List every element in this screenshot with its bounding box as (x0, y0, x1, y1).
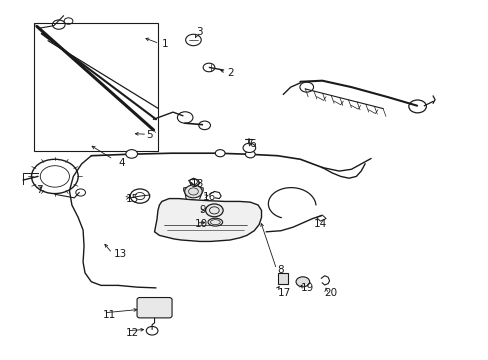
Circle shape (215, 150, 224, 157)
Text: 19: 19 (300, 283, 313, 293)
Text: 9: 9 (199, 205, 205, 215)
Text: 7: 7 (36, 185, 43, 195)
Text: 1: 1 (162, 39, 168, 49)
Text: 16: 16 (203, 192, 216, 202)
Text: 8: 8 (277, 265, 284, 275)
Circle shape (184, 185, 202, 198)
Circle shape (205, 204, 223, 217)
Text: 17: 17 (277, 288, 290, 297)
Text: 11: 11 (102, 310, 116, 320)
Bar (277, 273, 287, 284)
Text: 14: 14 (313, 219, 326, 229)
FancyBboxPatch shape (137, 297, 172, 318)
Text: 18: 18 (191, 179, 204, 189)
Text: 6: 6 (249, 139, 255, 149)
Text: 5: 5 (146, 130, 153, 140)
Circle shape (243, 143, 255, 153)
Text: 12: 12 (125, 328, 138, 338)
Text: 15: 15 (125, 194, 138, 203)
Text: 2: 2 (227, 68, 234, 78)
Text: 4: 4 (118, 158, 124, 168)
Circle shape (125, 150, 137, 158)
Circle shape (245, 151, 255, 158)
Ellipse shape (207, 218, 222, 226)
PathPatch shape (154, 199, 261, 242)
Text: 3: 3 (196, 27, 202, 37)
Text: 13: 13 (114, 249, 127, 259)
Text: 20: 20 (324, 288, 337, 297)
Text: 10: 10 (194, 219, 207, 229)
Bar (34, 23, 158, 152)
Circle shape (295, 277, 309, 287)
